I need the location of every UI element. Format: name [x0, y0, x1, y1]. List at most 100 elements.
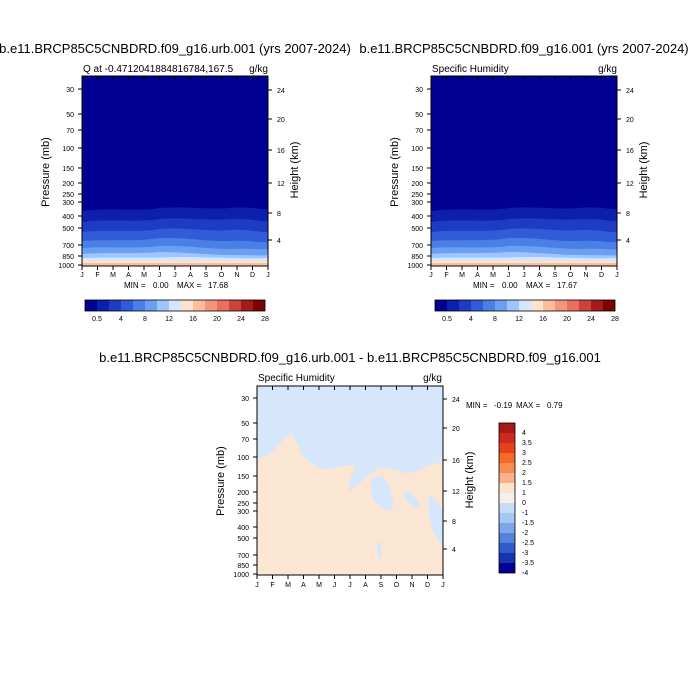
month-tick-label: D	[250, 272, 255, 279]
pressure-tick-label: 850	[411, 254, 423, 261]
contour-band	[376, 540, 382, 560]
colorbar-swatch	[603, 300, 615, 311]
pressure-ticks	[253, 397, 257, 575]
colorbar-label: 24	[587, 316, 595, 323]
colorbar-label: 16	[539, 316, 547, 323]
height-tick-label: 8	[626, 211, 630, 218]
height-tick-label: 8	[452, 519, 456, 526]
height-axis: 24 20 16 12 8 4	[452, 397, 460, 554]
pressure-tick-label: 250	[62, 192, 74, 199]
month-tick-label: J	[522, 272, 526, 279]
panel-difference: b.e11.BRCP85C5CNBDRD.f09_g16.urb.001 - b…	[99, 350, 601, 589]
colorbar-label: 8	[493, 316, 497, 323]
month-tick-label: J	[429, 272, 433, 279]
pressure-axis-title: Pressure (mb)	[40, 137, 52, 207]
colorbar-swatch	[499, 483, 515, 493]
colorbar-swatch	[217, 300, 229, 311]
pressure-axis-title: Pressure (mb)	[215, 446, 227, 516]
month-tick-label: N	[409, 582, 414, 589]
height-tick-label: 4	[626, 238, 630, 245]
month-tick-label: M	[110, 272, 116, 279]
colorbar-swatch	[567, 300, 579, 311]
colorbar-label: 3	[522, 450, 526, 457]
colorbar-label: -2.5	[522, 540, 534, 547]
stats-line: MIN = 0.00 MAX = 17.67	[473, 281, 578, 290]
pressure-axis: 30 50 70 100 150 200 250 300 400 500 700…	[58, 87, 74, 270]
month-tick-label: A	[188, 272, 193, 279]
height-tick-label: 24	[452, 397, 460, 404]
colorbar-swatch	[145, 300, 157, 311]
colorbar-label: 8	[143, 316, 147, 323]
colorbar-swatch	[109, 300, 121, 311]
height-tick-label: 16	[626, 148, 634, 155]
pressure-tick-label: 30	[415, 87, 423, 94]
colorbar: 4 3.5 3 2.5 2 1.5 1 0 -1 -1.5 -2 -2.5 -3…	[498, 422, 534, 577]
contour-band	[404, 490, 420, 508]
colorbar-frame	[498, 422, 516, 574]
min-label: MIN =	[124, 281, 146, 290]
colorbar-swatch	[499, 563, 515, 573]
panel-control: b.e11.BRCP85C5CNBDRD.f09_g16.001 (yrs 20…	[359, 41, 688, 323]
colorbar-label: 1.5	[522, 480, 532, 487]
plot-area	[256, 385, 444, 576]
month-tick-label: J	[158, 272, 162, 279]
colorbar-swatch	[97, 300, 109, 311]
colorbar-swatch	[507, 300, 519, 311]
pressure-tick-label: 200	[62, 181, 74, 188]
pressure-tick-label: 250	[237, 501, 249, 508]
max-label: MAX =	[526, 281, 551, 290]
pressure-tick-label: 30	[66, 87, 74, 94]
colorbar-swatch	[483, 300, 495, 311]
pressure-tick-label: 400	[411, 214, 423, 221]
month-tick-label: O	[568, 272, 574, 279]
contour-band	[428, 496, 443, 546]
month-tick-label: A	[475, 272, 480, 279]
month-tick-label: O	[219, 272, 225, 279]
month-tick-label: S	[379, 582, 384, 589]
height-tick-label: 24	[626, 88, 634, 95]
colorbar-swatch	[181, 300, 193, 311]
min-value: 0.00	[502, 281, 518, 290]
month-ticks	[81, 76, 269, 270]
month-tick-label: J	[507, 272, 511, 279]
colorbar-label: 1	[522, 490, 526, 497]
height-tick-label: 12	[277, 181, 285, 188]
colorbar-swatch	[591, 300, 603, 311]
pressure-ticks	[78, 88, 82, 266]
min-value: -0.19	[494, 401, 513, 410]
pressure-axis: 30 50 70 100 150 200 250 300 400 500 700…	[233, 396, 249, 579]
month-tick-label: A	[126, 272, 131, 279]
height-tick-label: 16	[452, 458, 460, 465]
month-tick-label: N	[583, 272, 588, 279]
colorbar-label: 28	[261, 316, 269, 323]
height-tick-label: 12	[626, 181, 634, 188]
colorbar-swatch	[499, 473, 515, 483]
colorbar-label: 12	[165, 316, 173, 323]
pressure-tick-label: 1000	[407, 263, 423, 270]
colorbar-swatch	[499, 443, 515, 453]
plot-area	[81, 75, 269, 267]
colorbar-swatch	[499, 493, 515, 503]
height-ticks	[268, 89, 272, 241]
panel-subtitle-left: Q at -0.4712041884816784,167.5	[83, 64, 234, 75]
colorbar-swatch	[447, 300, 459, 311]
pressure-tick-label: 150	[411, 166, 423, 173]
month-ticks	[256, 386, 444, 579]
max-value: 17.68	[208, 281, 229, 290]
colorbar-label: 0	[522, 500, 526, 507]
colorbar-swatch	[253, 300, 265, 311]
colorbar-swatch	[133, 300, 145, 311]
colorbar-swatch	[229, 300, 241, 311]
colorbar-swatch	[499, 463, 515, 473]
min-value: 0.00	[153, 281, 169, 290]
colorbar-swatch	[435, 300, 447, 311]
colorbar-swatch	[499, 543, 515, 553]
month-tick-label: J	[255, 582, 259, 589]
colorbar-label: -3	[522, 550, 528, 557]
colorbar-label: 4	[522, 430, 526, 437]
month-tick-label: M	[459, 272, 465, 279]
pressure-axis: 30 50 70 100 150 200 250 300 400 500 700…	[407, 87, 423, 270]
max-label: MAX =	[516, 401, 541, 410]
max-value: 0.79	[547, 401, 563, 410]
panel-units: g/kg	[423, 373, 442, 384]
